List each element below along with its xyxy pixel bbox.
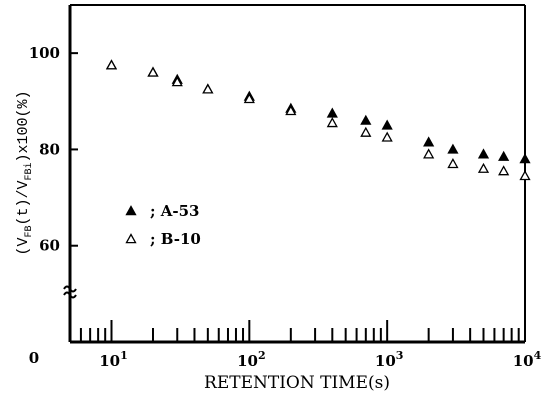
origin-label: 0 bbox=[29, 349, 39, 367]
data-point bbox=[360, 114, 372, 125]
data-point bbox=[360, 126, 372, 137]
data-point bbox=[423, 148, 435, 159]
y-axis-title-subscript: FB bbox=[24, 226, 35, 238]
legend-marker-b10 bbox=[125, 233, 137, 244]
data-point bbox=[381, 131, 393, 142]
y-axis-title-part: )x100(%) bbox=[15, 90, 32, 162]
x-axis-title: RETENTION TIME(s) bbox=[204, 373, 390, 393]
x-tick-label: 104 bbox=[513, 349, 542, 370]
data-point bbox=[243, 93, 255, 104]
y-axis-title: (VFB(t)/VFBi)x100(%) bbox=[15, 90, 35, 255]
x-tick-label: 102 bbox=[237, 349, 266, 370]
y-axis-title-part: (V bbox=[15, 238, 32, 256]
legend: ; A-53 ; B-10 bbox=[125, 202, 201, 248]
y-axis-title-part: (t)/V bbox=[15, 180, 32, 225]
legend-label-a53: ; A-53 bbox=[150, 202, 200, 220]
data-point bbox=[519, 153, 531, 164]
y-tick-label: 80 bbox=[39, 140, 60, 158]
data-point bbox=[447, 158, 459, 169]
x-tick-label: 103 bbox=[375, 349, 404, 370]
data-point bbox=[326, 107, 338, 118]
series-b-10 bbox=[105, 59, 531, 181]
y-axis-break-marker bbox=[63, 285, 77, 299]
legend-label-b10: ; B-10 bbox=[150, 230, 201, 248]
data-point bbox=[381, 119, 393, 130]
data-point bbox=[171, 76, 183, 87]
x-tick-label: 101 bbox=[99, 349, 128, 370]
legend-marker-a53 bbox=[125, 205, 137, 216]
data-point bbox=[519, 170, 531, 181]
data-point bbox=[447, 143, 459, 154]
data-point bbox=[326, 117, 338, 128]
y-tick-label: 100 bbox=[29, 44, 60, 62]
data-point bbox=[202, 83, 214, 94]
data-point bbox=[498, 165, 510, 176]
data-point bbox=[498, 150, 510, 161]
data-point bbox=[285, 105, 297, 116]
data-point bbox=[147, 66, 159, 77]
data-point bbox=[423, 136, 435, 147]
data-point bbox=[477, 148, 490, 159]
y-tick-label: 60 bbox=[39, 237, 60, 255]
y-axis-title-subscript: FBi bbox=[23, 162, 35, 180]
data-point bbox=[105, 59, 118, 70]
data-point bbox=[477, 162, 490, 173]
